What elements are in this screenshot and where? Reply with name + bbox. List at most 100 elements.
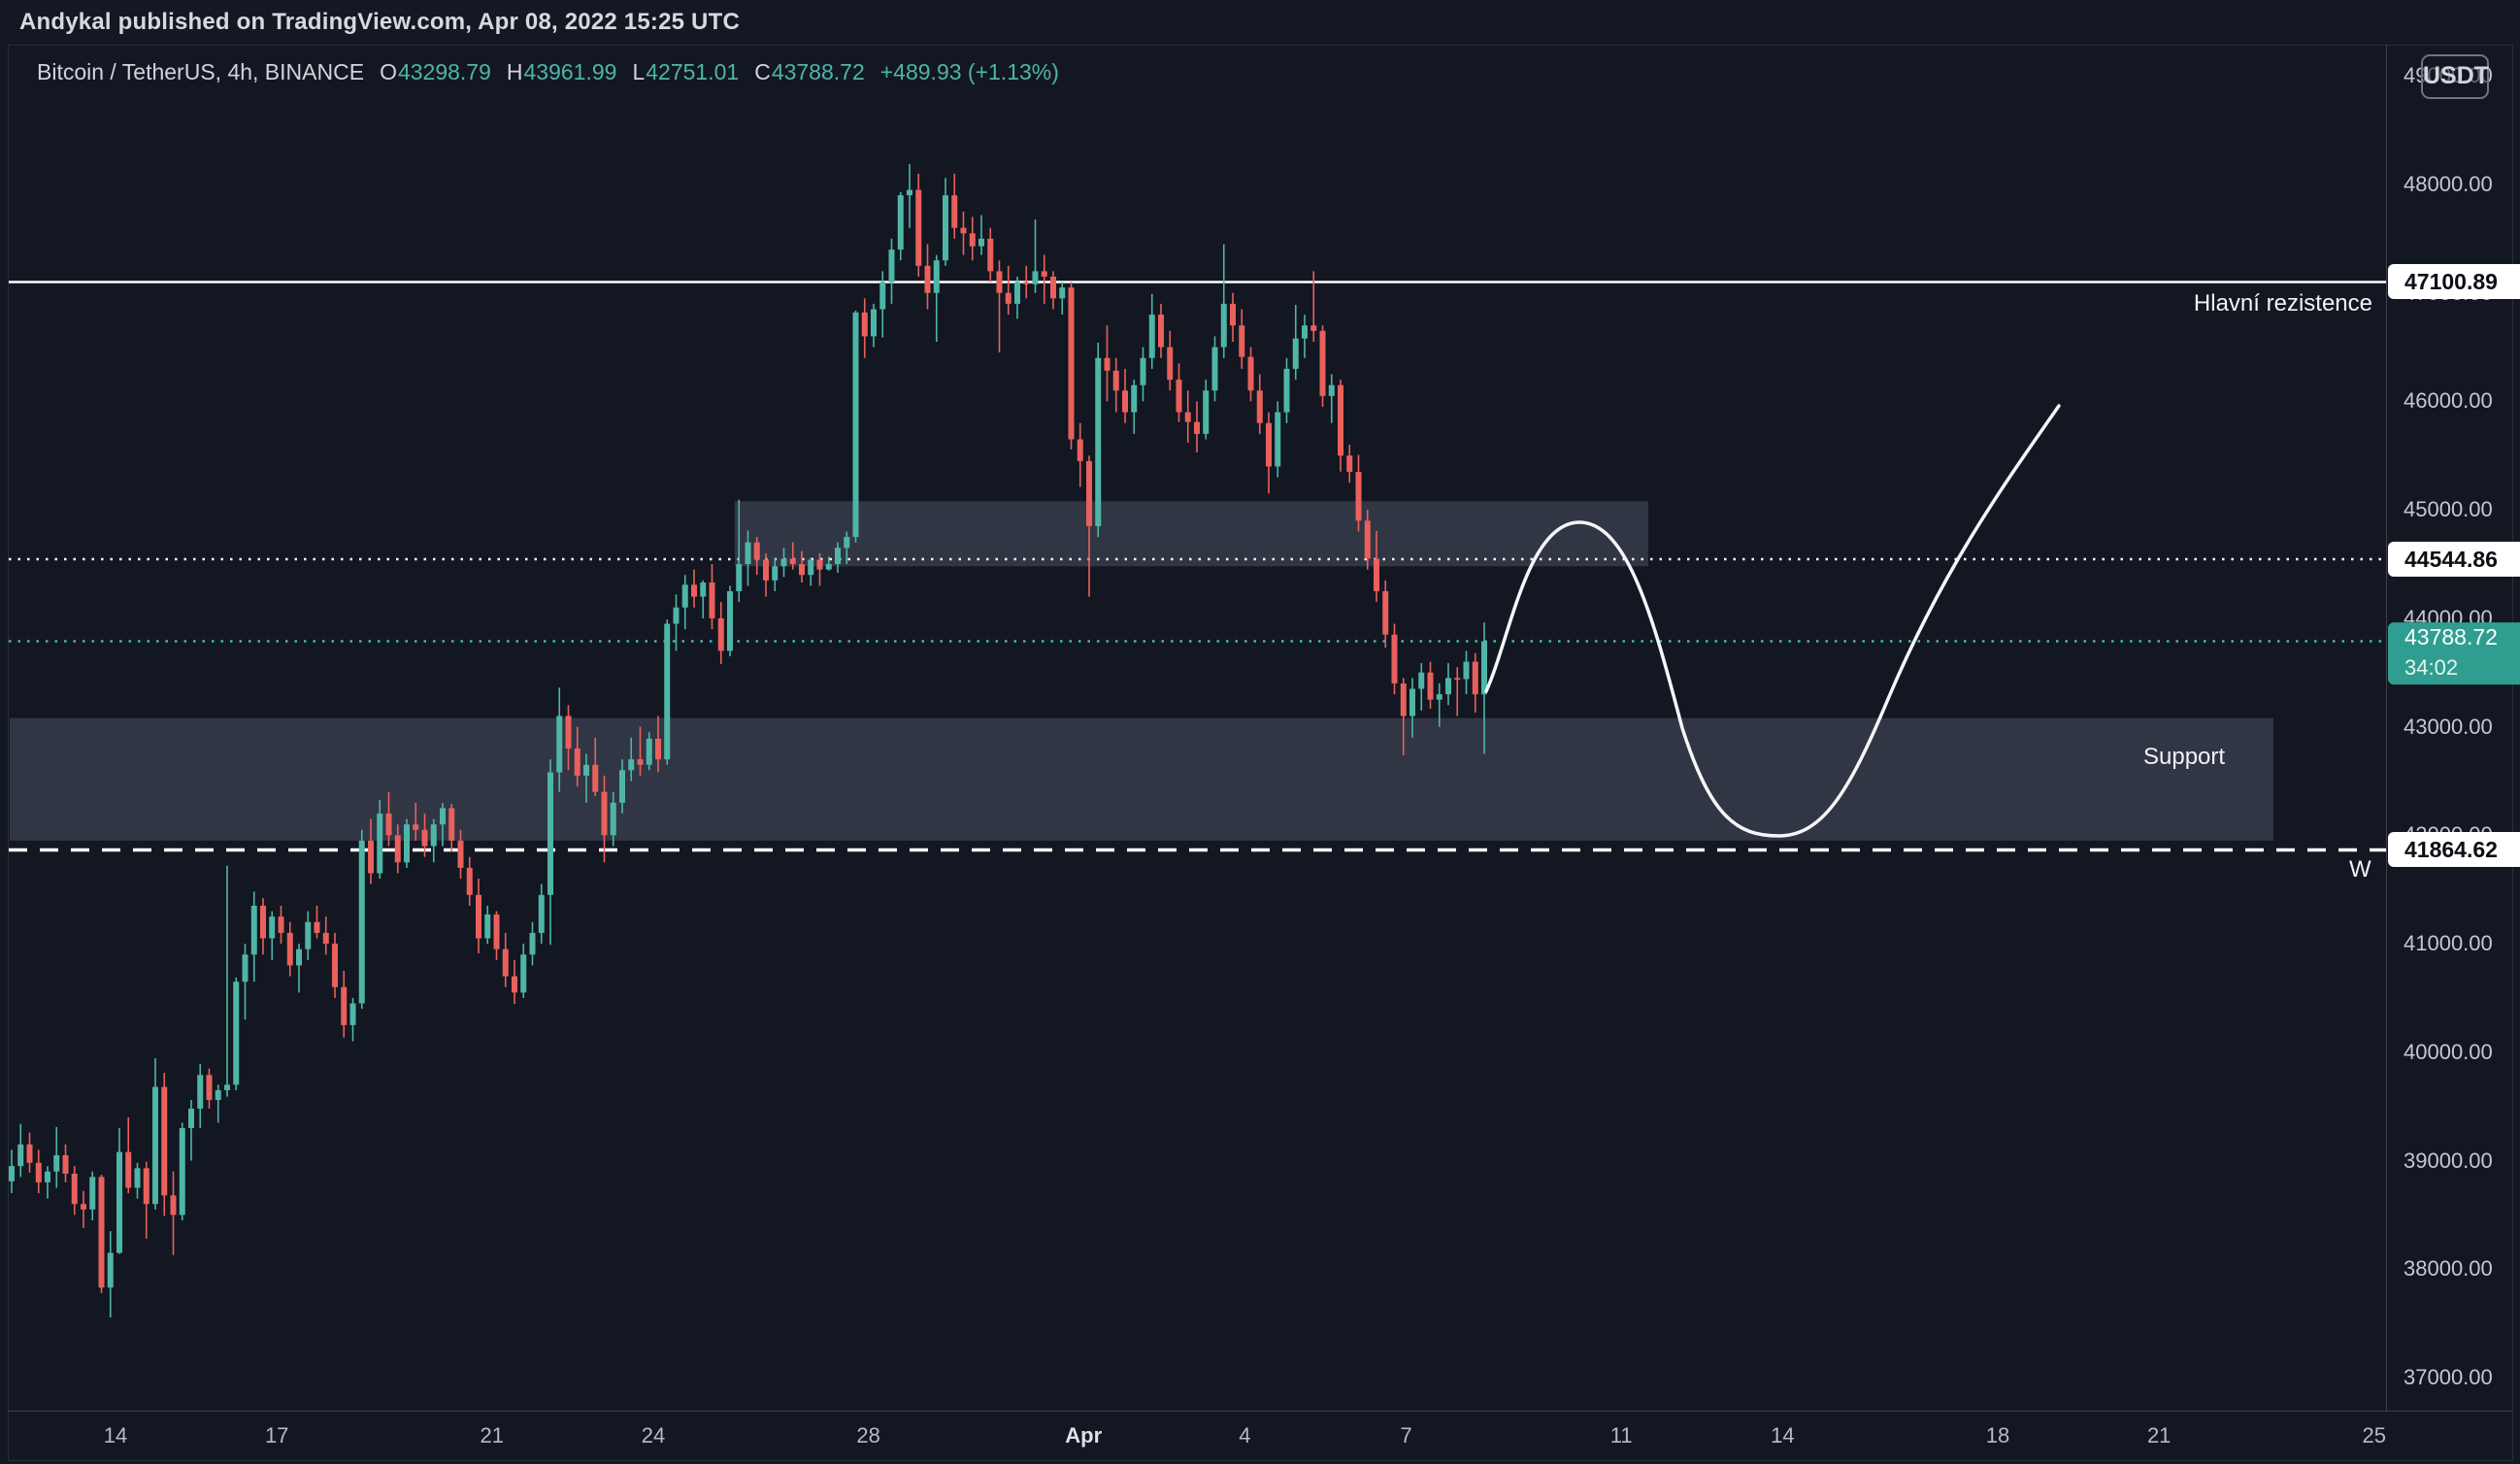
candle [888, 238, 895, 304]
projection-curve[interactable] [1484, 404, 2061, 838]
candle [655, 715, 661, 773]
candle [476, 879, 481, 954]
candle [26, 1132, 33, 1173]
price-change: +489.93 (+1.13%) [879, 59, 1059, 84]
time-scale[interactable]: 14 17 21 24 28 Apr 4 7 11 14 18 21 25 [0, 1412, 2386, 1460]
candle [368, 818, 374, 884]
candle [1427, 661, 1434, 709]
candle-body [377, 814, 383, 874]
candle-wick [1456, 667, 1459, 716]
zone-support[interactable] [10, 717, 2273, 841]
price-scale[interactable]: 49000.0048000.0047000.0046000.0045000.00… [2387, 45, 2520, 1411]
candle-body [628, 759, 635, 771]
candle [358, 829, 365, 1010]
candle-body [1148, 315, 1155, 358]
candle-body [45, 1171, 50, 1182]
candle-body [520, 954, 527, 993]
candle [1247, 347, 1254, 402]
candle [772, 557, 779, 591]
candle [1059, 282, 1066, 316]
candle-body [907, 189, 912, 196]
price-level-badge: 47100.89 [2388, 264, 2520, 300]
candle-wick [442, 803, 444, 847]
candle-body [592, 764, 599, 792]
candle-body [655, 738, 661, 760]
candle-body [933, 260, 940, 293]
candle-body [1427, 672, 1434, 700]
candle [529, 921, 536, 966]
candle-body [978, 238, 984, 247]
candle-body [98, 1177, 105, 1288]
candle [943, 178, 948, 266]
candle-wick [702, 580, 705, 618]
candle-body [1041, 271, 1047, 277]
candle [763, 552, 769, 597]
time-tick-14: 14 [1771, 1423, 1795, 1447]
candle-body [134, 1168, 141, 1188]
badge-price: 41864.62 [2404, 837, 2498, 863]
candle-body [1086, 460, 1092, 526]
candle [1158, 303, 1164, 358]
candle [844, 531, 850, 565]
candle [1095, 343, 1102, 538]
candle-body [394, 835, 401, 863]
candle-body [1346, 455, 1353, 473]
candle [1104, 325, 1111, 402]
price-tick: 39000.00 [2404, 1148, 2493, 1173]
candle [17, 1123, 24, 1178]
candle-body [1266, 422, 1272, 467]
currency-toggle-button[interactable]: USDT [2421, 54, 2489, 99]
publish-header: Andykal published on TradingView.com, Ap… [19, 9, 740, 35]
candle [1140, 347, 1146, 402]
candle [1283, 357, 1290, 423]
candle [45, 1166, 50, 1199]
candle [681, 575, 688, 630]
candle [1355, 454, 1362, 532]
candle-wick [909, 163, 911, 228]
candle-wick [791, 542, 794, 570]
candle-body [673, 607, 680, 624]
candle [341, 971, 348, 1038]
candle-body [26, 1144, 33, 1163]
candle-body [206, 1075, 213, 1100]
candle-body [1292, 338, 1299, 369]
candle [753, 537, 760, 576]
time-tick-18: 18 [1985, 1423, 2010, 1447]
candle [717, 602, 724, 664]
time-tick-21: 21 [480, 1423, 505, 1447]
candle [700, 580, 707, 618]
candle-body [1077, 439, 1083, 461]
candle [907, 163, 912, 228]
candle-body [1310, 325, 1317, 331]
candle-body [1068, 287, 1075, 440]
candle [1481, 622, 1487, 754]
zone-box[interactable] [735, 501, 1648, 567]
candle-body [107, 1252, 114, 1288]
candle-body [987, 238, 994, 272]
candle-body [1319, 330, 1326, 396]
candle-body [278, 916, 284, 933]
candle-body [879, 282, 886, 310]
candle [377, 800, 383, 880]
price-level-badge: 44544.86 [2388, 542, 2520, 578]
candle-body [493, 914, 500, 949]
candle [799, 550, 805, 583]
candle [1077, 422, 1083, 487]
candle-body [260, 905, 266, 939]
price-axis-border [2386, 45, 2387, 1411]
candle-body [681, 584, 688, 608]
candle-wick [1007, 265, 1010, 316]
candle [278, 905, 284, 945]
candle [143, 1161, 149, 1239]
candle [89, 1171, 96, 1220]
candle [1302, 315, 1308, 358]
candle-body [619, 770, 625, 803]
candle-body [1158, 315, 1164, 348]
candle [394, 824, 401, 874]
candle-body [1328, 384, 1335, 396]
candle [413, 802, 419, 841]
symbol-legend[interactable]: Bitcoin / TetherUS, 4h, BINANCE O 43298.7… [37, 59, 1059, 85]
symbol-title: Bitcoin / TetherUS, 4h, BINANCE [37, 59, 365, 84]
candle [933, 254, 940, 343]
